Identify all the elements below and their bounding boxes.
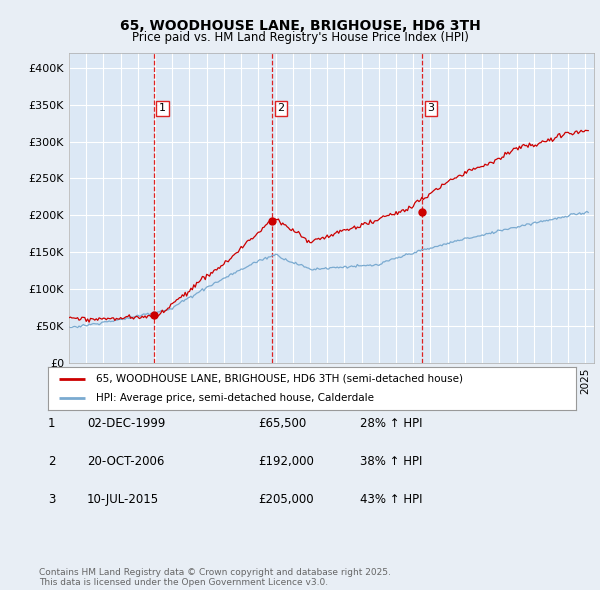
- Text: 65, WOODHOUSE LANE, BRIGHOUSE, HD6 3TH: 65, WOODHOUSE LANE, BRIGHOUSE, HD6 3TH: [119, 19, 481, 33]
- Text: 2: 2: [48, 455, 55, 468]
- Text: 20-OCT-2006: 20-OCT-2006: [87, 455, 164, 468]
- Text: 38% ↑ HPI: 38% ↑ HPI: [360, 455, 422, 468]
- Text: £205,000: £205,000: [258, 493, 314, 506]
- Text: 65, WOODHOUSE LANE, BRIGHOUSE, HD6 3TH (semi-detached house): 65, WOODHOUSE LANE, BRIGHOUSE, HD6 3TH (…: [95, 373, 463, 384]
- Text: Price paid vs. HM Land Registry's House Price Index (HPI): Price paid vs. HM Land Registry's House …: [131, 31, 469, 44]
- Text: 3: 3: [48, 493, 55, 506]
- Text: Contains HM Land Registry data © Crown copyright and database right 2025.
This d: Contains HM Land Registry data © Crown c…: [39, 568, 391, 587]
- Text: HPI: Average price, semi-detached house, Calderdale: HPI: Average price, semi-detached house,…: [95, 394, 374, 404]
- Text: 2: 2: [277, 103, 284, 113]
- Text: 1: 1: [159, 103, 166, 113]
- Text: 10-JUL-2015: 10-JUL-2015: [87, 493, 159, 506]
- Text: 02-DEC-1999: 02-DEC-1999: [87, 417, 166, 430]
- Text: 3: 3: [427, 103, 434, 113]
- Text: 28% ↑ HPI: 28% ↑ HPI: [360, 417, 422, 430]
- Text: £65,500: £65,500: [258, 417, 306, 430]
- Text: £192,000: £192,000: [258, 455, 314, 468]
- Text: 43% ↑ HPI: 43% ↑ HPI: [360, 493, 422, 506]
- Text: 1: 1: [48, 417, 55, 430]
